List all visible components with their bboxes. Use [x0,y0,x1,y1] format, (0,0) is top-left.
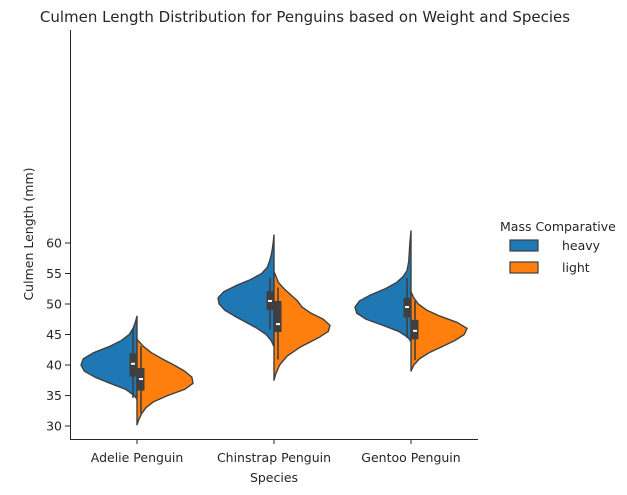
legend-swatch-light [509,261,539,274]
violin-heavy [354,230,412,343]
violin-heavy [80,315,138,400]
y-tick-label: 45 [46,327,62,342]
legend-label-light: light [562,260,590,275]
x-ticks: Adelie Penguin Chinstrap Penguin Gentoo Pe… [91,439,461,465]
violin-light [136,338,194,426]
y-tick-label: 60 [46,236,62,251]
violin-light [410,291,468,372]
x-axis-label: Species [250,470,298,485]
x-tick-label: Adelie Penguin [91,450,184,465]
legend-swatch-heavy [509,239,539,252]
box-iqr-light [411,319,419,340]
y-tick-label: 35 [46,388,62,403]
y-axis-label: Culmen Length (mm) [21,167,36,300]
y-tick-label: 40 [46,358,62,373]
plot-area [80,230,468,426]
legend: Mass Comparative heavy light [500,219,616,275]
x-tick-label: Gentoo Penguin [361,450,460,465]
y-tick-label: 55 [46,266,62,281]
chart-title: Culmen Length Distribution for Penguins … [40,8,570,26]
violin-light [273,270,331,381]
y-ticks: 30 35 40 45 50 55 60 [46,236,70,434]
legend-title: Mass Comparative [500,219,616,234]
legend-label-heavy: heavy [562,238,601,253]
y-tick-label: 50 [46,297,62,312]
x-tick-label: Chinstrap Penguin [217,450,331,465]
box-iqr-light [274,300,282,333]
violin-heavy [217,234,275,348]
box-iqr-heavy [129,353,137,377]
y-tick-label: 30 [46,419,62,434]
